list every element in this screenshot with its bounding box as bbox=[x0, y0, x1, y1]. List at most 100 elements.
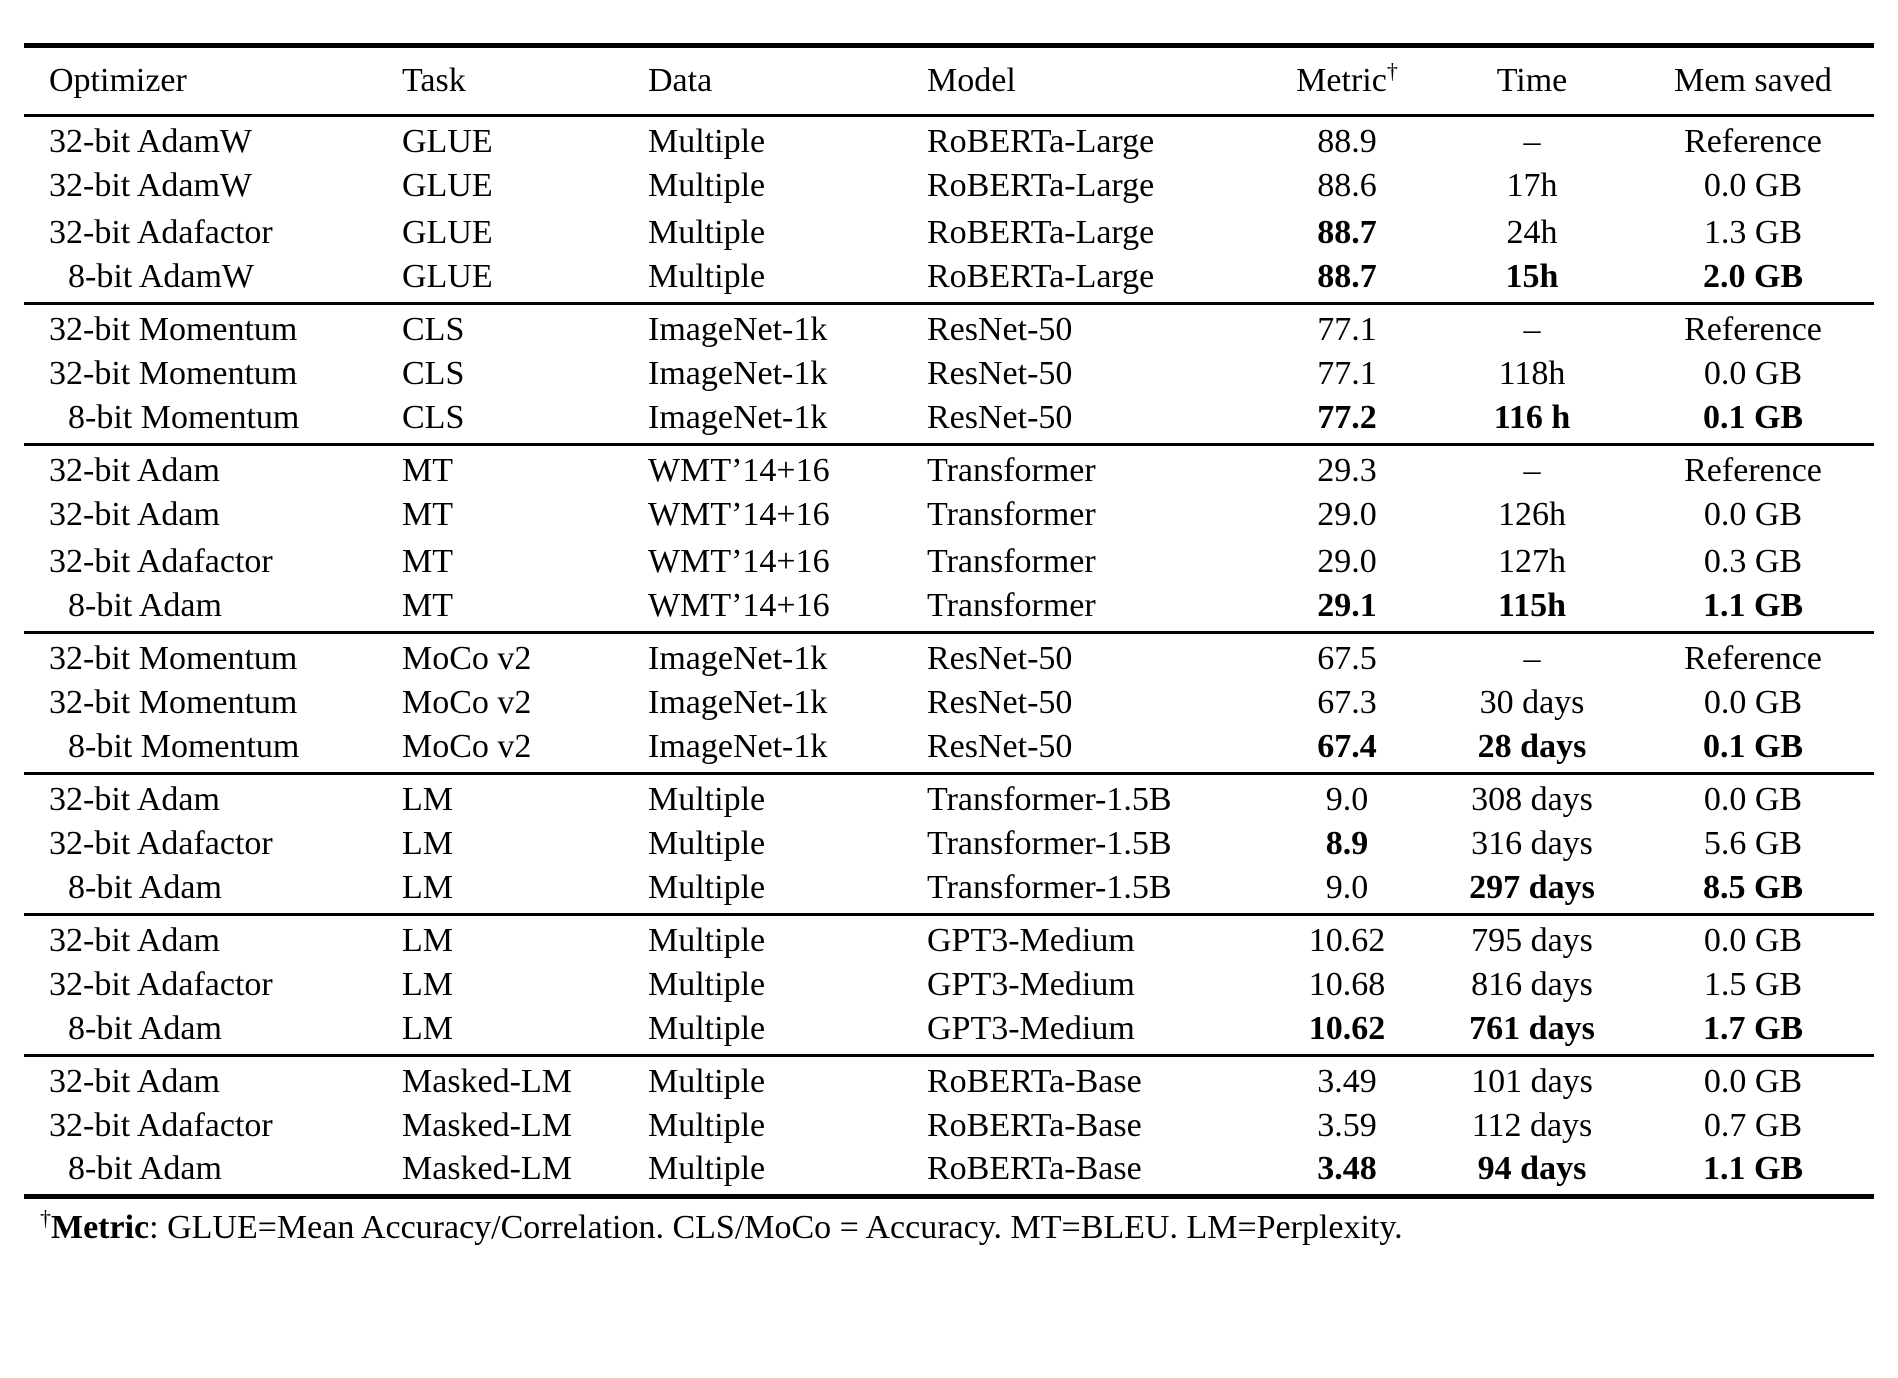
cell-data: ImageNet-1k bbox=[648, 640, 828, 678]
table-footnote: †Metric: GLUE=Mean Accuracy/Correlation.… bbox=[40, 1207, 1898, 1249]
cell-time: 761 days bbox=[1432, 1008, 1632, 1057]
cell-task: MoCo v2 bbox=[402, 640, 532, 678]
cell-model: RoBERTa-Large bbox=[912, 256, 1262, 305]
cell-mem-saved: Reference bbox=[1684, 640, 1822, 678]
cell-time: 15h bbox=[1432, 256, 1632, 305]
cell-model: RoBERTa-Large bbox=[927, 214, 1155, 251]
table-row: 8-bit Adam MT WMT’14+16 Transformer 29.1… bbox=[24, 585, 1874, 634]
cell-data: Multiple bbox=[632, 867, 912, 916]
cell-optimizer: 8-bit Momentum bbox=[24, 726, 384, 775]
cell-metric: 8.9 bbox=[1325, 825, 1369, 862]
cell-metric: 3.48 bbox=[1262, 1149, 1432, 1199]
cell-mem-saved: 1.7 GB bbox=[1632, 1008, 1874, 1057]
cell-time: 28 days bbox=[1432, 726, 1632, 775]
cell-task: Masked-LM bbox=[384, 1149, 632, 1199]
cell-metric: 88.9 bbox=[1317, 123, 1377, 161]
cell-model: Transformer-1.5B bbox=[912, 867, 1262, 916]
footnote-text: : GLUE=Mean Accuracy/Correlation. CLS/Mo… bbox=[149, 1209, 1403, 1246]
cell-time: 24h bbox=[1506, 214, 1558, 251]
cell-mem-saved: Reference bbox=[1684, 452, 1822, 490]
cell-time: – bbox=[1523, 311, 1541, 349]
cell-time: 30 days bbox=[1479, 684, 1585, 721]
cell-metric: 77.1 bbox=[1317, 355, 1377, 392]
cell-task: MoCo v2 bbox=[402, 684, 532, 721]
cell-metric: 3.49 bbox=[1317, 1063, 1377, 1101]
table-group-cls: 32-bit Momentum CLS ImageNet-1k ResNet-5… bbox=[24, 304, 1874, 446]
cell-data: Multiple bbox=[648, 922, 766, 960]
table-row: 32-bit Momentum MoCo v2 ImageNet-1k ResN… bbox=[24, 680, 1874, 727]
cell-mem-saved: 0.1 GB bbox=[1632, 726, 1874, 775]
cell-metric: 29.3 bbox=[1317, 452, 1377, 490]
metric-dagger-marker: † bbox=[1386, 58, 1398, 84]
cell-metric: 67.5 bbox=[1317, 640, 1377, 678]
cell-model: Transformer bbox=[927, 496, 1096, 533]
cell-task: CLS bbox=[402, 311, 465, 349]
cell-metric: 9.0 bbox=[1325, 781, 1369, 819]
cell-data: WMT’14+16 bbox=[632, 585, 912, 634]
cell-time: 297 days bbox=[1432, 867, 1632, 916]
cell-data: Multiple bbox=[648, 123, 766, 161]
col-header-metric: Metric† bbox=[1262, 45, 1432, 117]
table-row: 32-bit Momentum CLS ImageNet-1k ResNet-5… bbox=[24, 351, 1874, 398]
cell-task: LM bbox=[384, 867, 632, 916]
cell-time: 126h bbox=[1498, 496, 1566, 533]
cell-mem-saved: 0.0 GB bbox=[1703, 167, 1803, 204]
cell-optimizer: 8-bit AdamW bbox=[24, 256, 384, 305]
cell-optimizer: 32-bit AdamW bbox=[49, 167, 253, 204]
cell-model: ResNet-50 bbox=[927, 684, 1073, 721]
cell-mem-saved: 0.3 GB bbox=[1703, 543, 1803, 580]
table-group-lm-gpt3: 32-bit Adam LM Multiple GPT3-Medium 10.6… bbox=[24, 915, 1874, 1057]
cell-model: ResNet-50 bbox=[912, 397, 1262, 446]
table-row: 8-bit Adam LM Multiple GPT3-Medium 10.62… bbox=[24, 1008, 1874, 1057]
cell-model: RoBERTa-Base bbox=[927, 1107, 1142, 1144]
cell-data: Multiple bbox=[632, 256, 912, 305]
cell-model: ResNet-50 bbox=[927, 640, 1073, 678]
table-row: 32-bit Adafactor LM Multiple Transformer… bbox=[24, 821, 1874, 868]
cell-task: MT bbox=[402, 452, 453, 490]
cell-optimizer: 8-bit Adam bbox=[24, 1149, 384, 1199]
table-row: 8-bit Momentum CLS ImageNet-1k ResNet-50… bbox=[24, 397, 1874, 446]
cell-data: Multiple bbox=[648, 1063, 766, 1101]
cell-optimizer: 32-bit Adafactor bbox=[49, 825, 273, 862]
cell-task: CLS bbox=[402, 355, 465, 392]
table-group-masked-lm: 32-bit Adam Masked-LM Multiple RoBERTa-B… bbox=[24, 1056, 1874, 1199]
table-row: 32-bit Adam LM Multiple GPT3-Medium 10.6… bbox=[24, 915, 1874, 962]
cell-time: 795 days bbox=[1471, 922, 1593, 960]
table-row: 32-bit AdamW GLUE Multiple RoBERTa-Large… bbox=[24, 163, 1874, 210]
cell-time: 316 days bbox=[1471, 825, 1593, 862]
cell-time: 116 h bbox=[1432, 397, 1632, 446]
cell-task: CLS bbox=[384, 397, 632, 446]
cell-model: GPT3-Medium bbox=[927, 966, 1135, 1003]
table-row: 32-bit Adafactor LM Multiple GPT3-Medium… bbox=[24, 962, 1874, 1009]
cell-data: WMT’14+16 bbox=[648, 543, 830, 580]
cell-metric: 29.0 bbox=[1317, 543, 1377, 580]
cell-model: Transformer bbox=[927, 452, 1096, 490]
cell-mem-saved: 1.3 GB bbox=[1703, 214, 1803, 251]
col-header-model: Model bbox=[912, 45, 1262, 117]
cell-data: Multiple bbox=[648, 214, 766, 251]
table-row: 8-bit Adam Masked-LM Multiple RoBERTa-Ba… bbox=[24, 1149, 1874, 1199]
cell-time: 112 days bbox=[1471, 1107, 1593, 1144]
cell-data: Multiple bbox=[648, 966, 766, 1003]
cell-time: 94 days bbox=[1432, 1149, 1632, 1199]
cell-optimizer: 32-bit Adafactor bbox=[49, 1107, 273, 1144]
cell-time: – bbox=[1523, 123, 1541, 161]
cell-task: LM bbox=[402, 966, 453, 1003]
cell-mem-saved: 0.1 GB bbox=[1632, 397, 1874, 446]
cell-task: GLUE bbox=[384, 256, 632, 305]
table-row: 32-bit Adafactor MT WMT’14+16 Transforme… bbox=[24, 539, 1874, 586]
col-header-time: Time bbox=[1432, 45, 1632, 117]
cell-mem-saved: 0.0 GB bbox=[1703, 684, 1803, 721]
cell-model: Transformer bbox=[912, 585, 1262, 634]
table-row: 32-bit Adam MT WMT’14+16 Transformer 29.… bbox=[24, 492, 1874, 539]
cell-optimizer: 32-bit Adafactor bbox=[49, 214, 273, 251]
cell-optimizer: 32-bit Momentum bbox=[49, 640, 298, 678]
cell-task: Masked-LM bbox=[402, 1063, 572, 1101]
col-header-task: Task bbox=[384, 45, 632, 117]
cell-mem-saved: 1.1 GB bbox=[1632, 1149, 1874, 1199]
cell-task: LM bbox=[402, 825, 453, 862]
cell-data: Multiple bbox=[632, 1149, 912, 1199]
cell-mem-saved: 0.0 GB bbox=[1703, 496, 1803, 533]
cell-metric: 3.59 bbox=[1317, 1107, 1377, 1144]
